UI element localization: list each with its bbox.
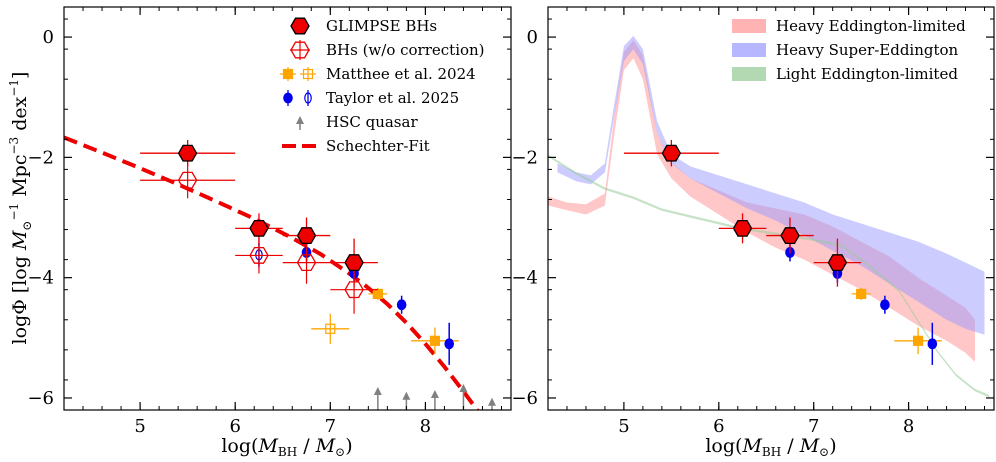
y-tick-label: 0: [527, 27, 538, 48]
glimpse-bh-point: [249, 219, 269, 237]
x-tick-label: 7: [325, 416, 336, 437]
legend-swatch-heavy-eddington-limited: [732, 19, 766, 33]
glimpse-bh-point: [661, 144, 682, 162]
bhs-without-correction-point: [296, 254, 317, 272]
x-axis-label-right: log(MBH / M⊙): [705, 435, 836, 459]
x-tick-label: 5: [618, 416, 629, 437]
legend-label-bhs-w-o-correction: BHs (w/o correction): [326, 41, 485, 59]
right-plot-area: [548, 35, 990, 398]
glimpse-bh-point: [780, 227, 800, 245]
taylor-2025-point: [396, 299, 407, 311]
y-tick-label: −2: [27, 147, 54, 168]
x-tick-label: 8: [420, 416, 431, 437]
legend-label-light-eddington-limited: Light Eddington-limited: [776, 65, 958, 83]
hsc-quasar-point: [487, 397, 496, 406]
y-tick-label: 0: [43, 27, 54, 48]
matthee-2024-point: [429, 335, 441, 346]
legend-hsc-marker: [296, 116, 304, 124]
x-tick-label: 5: [134, 416, 145, 437]
x-axis-label-left: log(MBH / M⊙): [221, 435, 352, 459]
legend-matthee-marker: [282, 68, 294, 80]
legend-glimpse-marker: [290, 17, 310, 35]
legend-matthee-marker: [302, 68, 314, 80]
band-heavy-super-eddington: [557, 35, 985, 335]
bhs-without-correction-point: [249, 246, 269, 264]
right-axes-frame: [547, 6, 995, 411]
right-panel: 5 6 7 8−6−4−20 Heavy Eddington-limitedHeavy…: [511, 6, 995, 437]
legend-swatch-light-eddington-limited: [732, 67, 766, 81]
legend-label-heavy-super-eddington: Heavy Super-Eddington: [776, 41, 959, 59]
x-tick-label: 8: [903, 416, 914, 437]
glimpse-bh-point: [732, 219, 753, 237]
glimpse-bh-point: [177, 144, 198, 162]
taylor-2025-point: [880, 299, 890, 311]
legend-taylor-marker: [304, 92, 312, 104]
matthee-2024-point: [912, 335, 924, 346]
legend-swatch-heavy-super-eddington: [732, 43, 766, 57]
hsc-quasar-point: [430, 389, 439, 398]
right-legend: Heavy Eddington-limited Heavy Super-Eddin…: [732, 17, 966, 83]
schechter-fit-line: [64, 135, 480, 410]
legend-label-matthee-et-al-2024: Matthee et al. 2024: [326, 65, 476, 83]
glimpse-bh-point: [296, 227, 317, 245]
y-tick-label: −6: [27, 388, 54, 409]
y-tick-label: −4: [27, 268, 54, 289]
right-ticks: 5 6 7 8 −6 −4 −2 0: [511, 7, 994, 437]
left-plot-area: [64, 135, 496, 410]
legend-label-heavy-eddington-limited: Heavy Eddington-limited: [776, 17, 966, 35]
left-legend: GLIMPSE BHs BHs (w/o correction) Matthee e…: [280, 17, 485, 155]
legend-label-hsc-quasar: HSC quasar: [326, 113, 418, 131]
matthee-2024-point: [325, 323, 336, 334]
hsc-quasar-point: [402, 391, 411, 400]
legend-label-schechter-fit: Schechter-Fit: [326, 137, 430, 155]
taylor-2025-point: [444, 338, 454, 350]
bhs-without-correction-point: [344, 281, 364, 299]
y-axis-label: logΦ [log M⊙−1 Mpc−3 dex−1]: [7, 72, 34, 345]
glimpse-bh-point: [827, 254, 848, 272]
y-tick-label: −2: [511, 147, 538, 168]
hsc-quasar-point: [459, 383, 468, 392]
y-tick-label: −4: [511, 268, 538, 289]
left-axes-frame: [63, 6, 512, 411]
bhs-without-correction-point: [177, 171, 198, 189]
legend-label-taylor-et-al-2025: Taylor et al. 2025: [326, 89, 459, 107]
legend-label-glimpse-bhs: GLIMPSE BHs: [326, 17, 437, 35]
left-panel: 5 6 7 8 −6 −4 −2 0 GLIMPSE BHs BHs (w/o correcti…: [27, 6, 512, 437]
left-ticks: 5 6 7 8 −6 −4 −2 0: [27, 7, 511, 437]
glimpse-bh-point: [344, 254, 364, 272]
taylor-2025-point: [927, 338, 938, 350]
legend-taylor-marker: [283, 92, 293, 104]
hsc-quasar-point: [373, 386, 382, 395]
x-tick-label: 6: [713, 416, 724, 437]
legend-without-correction-marker: [290, 41, 310, 59]
matthee-2024-point: [856, 288, 867, 300]
matthee-2024-point: [372, 288, 383, 300]
y-tick-label: −6: [511, 388, 538, 409]
x-tick-label: 6: [229, 416, 240, 437]
x-tick-label: 7: [808, 416, 819, 437]
